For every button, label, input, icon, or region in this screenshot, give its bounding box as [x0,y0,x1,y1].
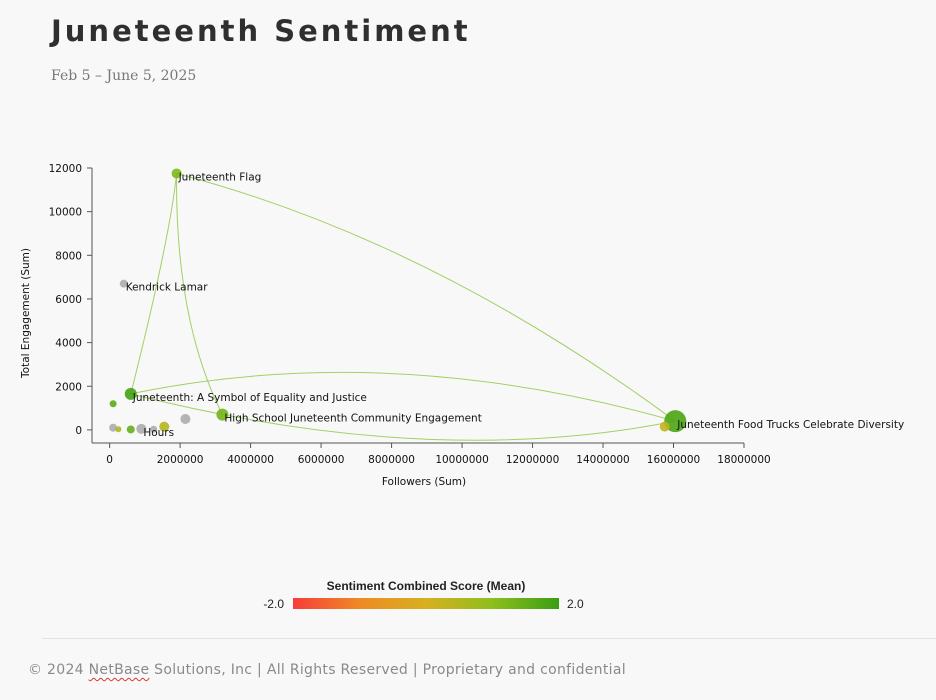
connection-line [176,173,223,415]
data-point[interactable] [136,423,147,434]
color-scale-min-label: -2.0 [263,597,284,611]
y-tick-label: 4000 [55,338,82,350]
y-tick-label: 8000 [55,250,82,262]
data-point[interactable] [659,421,670,432]
x-tick-label: 12000000 [506,454,559,466]
color-scale-bar [293,598,559,609]
x-tick-label: 18000000 [717,454,770,466]
data-point[interactable] [216,408,229,421]
data-label: High School Juneteenth Community Engagem… [224,413,481,425]
scatter-chart: 0 2000 4000 6000 8000 10000 12000 0 2000000 40000… [20,163,904,611]
date-range: Feb 5 – June 5, 2025 [51,68,197,84]
x-axis-label: Followers (Sum) [382,476,466,488]
data-label: Juneteenth: A Symbol of Equality and Jus… [132,392,367,404]
color-scale-legend: Sentiment Combined Score (Mean) -2.0 2.0 [263,579,584,611]
y-tick-label: 0 [75,425,82,437]
data-point[interactable] [150,425,158,433]
chart-axes: 0 2000 4000 6000 8000 10000 12000 0 2000000 40000… [49,163,771,466]
data-point[interactable] [109,400,117,408]
data-point[interactable] [180,413,191,424]
data-point[interactable] [159,421,170,432]
data-point[interactable] [115,426,122,433]
connection-line [130,371,676,422]
color-scale-title: Sentiment Combined Score (Mean) [327,579,526,593]
y-axis-label: Total Engagement (Sum) [20,248,32,379]
connection-line [176,172,676,422]
connection-line [130,173,178,395]
data-label: Hours [143,427,174,439]
data-point[interactable] [109,423,118,432]
point-labels: Juneteenth Flag Kendrick Lamar Juneteenth:… [126,171,904,438]
x-tick-label: 10000000 [435,454,488,466]
data-point[interactable] [124,387,137,400]
x-tick-label: 4000000 [227,454,274,466]
data-point[interactable] [126,425,135,434]
y-tick-label: 10000 [49,207,82,219]
x-tick-label: 6000000 [298,454,345,466]
connection-lines [130,172,676,441]
data-label: Juneteenth Food Trucks Celebrate Diversi… [676,419,904,431]
data-point[interactable] [119,279,128,288]
x-tick-label: 8000000 [368,454,415,466]
x-tick-label: 0 [106,454,113,466]
data-points [109,168,687,434]
x-tick-label: 16000000 [647,454,700,466]
connection-line [130,393,676,441]
x-tick-label: 14000000 [576,454,629,466]
y-tick-label: 12000 [49,163,82,175]
data-label: Kendrick Lamar [126,282,209,294]
y-tick-label: 2000 [55,381,82,393]
y-tick-label: 6000 [55,294,82,306]
color-scale-max-label: 2.0 [567,597,584,611]
x-tick-label: 2000000 [157,454,204,466]
footer-suffix: Solutions, Inc | All Rights Reserved | P… [149,662,626,678]
footer-brand: NetBase [88,662,150,678]
footer-divider [42,638,936,639]
data-point[interactable] [171,168,182,179]
footer-prefix: © 2024 [28,662,89,678]
footer-copyright: © 2024 NetBase Solutions, Inc | All Righ… [28,662,626,678]
page-title: Juneteenth Sentiment [51,14,471,48]
data-label: Juneteenth Flag [178,171,262,183]
data-point[interactable] [664,410,687,433]
